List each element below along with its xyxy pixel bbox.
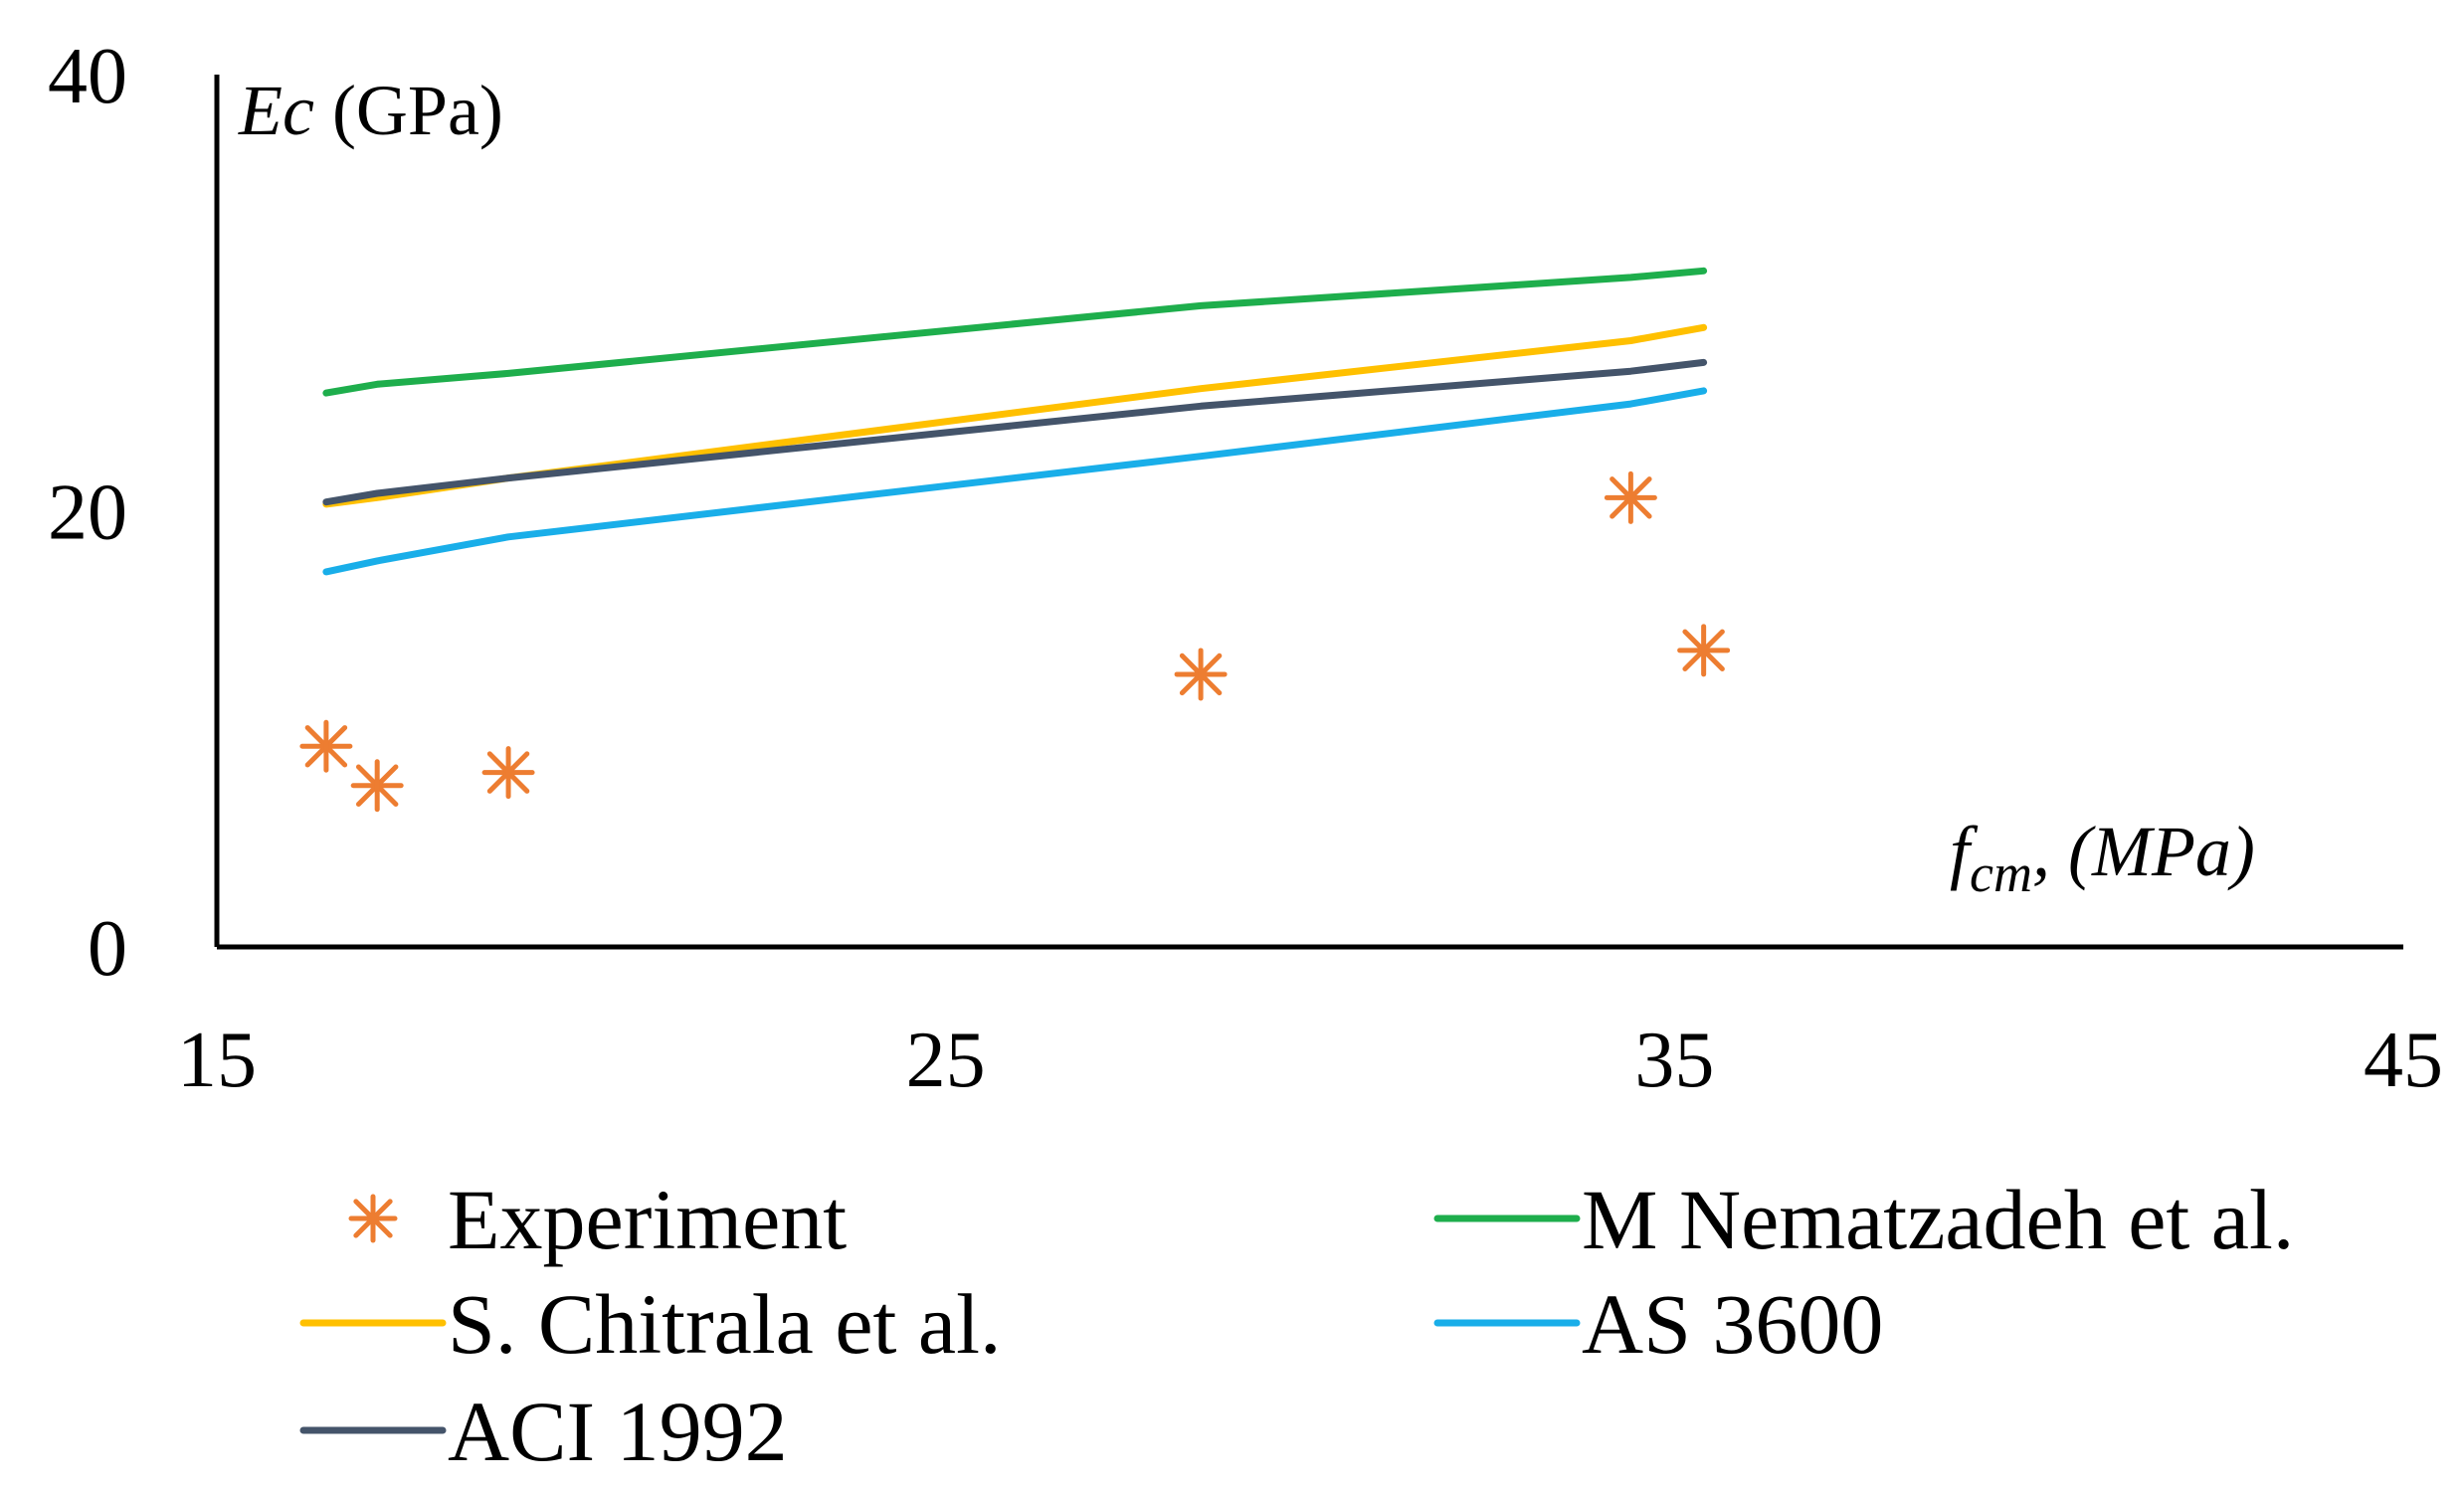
x-tick-label: 45 bbox=[2364, 1017, 2443, 1104]
y-axis-title-unit: (GPa) bbox=[314, 71, 503, 150]
series-layer bbox=[299, 267, 1731, 813]
legend-item-experiment: Experiment bbox=[348, 1172, 847, 1267]
series-line-s-chitrala-et-al bbox=[322, 323, 1708, 508]
data-point-experiment bbox=[1604, 470, 1657, 524]
series-line-m-nematzadeh-et-al bbox=[322, 267, 1708, 397]
legend-label-as-3600: AS 3600 bbox=[1582, 1276, 1883, 1372]
legend-marker-experiment bbox=[348, 1194, 398, 1243]
x-tick-label: 25 bbox=[906, 1017, 986, 1104]
x-tick-label: 15 bbox=[177, 1017, 257, 1104]
data-point-experiment bbox=[1174, 648, 1228, 701]
data-point-experiment bbox=[481, 746, 535, 800]
x-axis-title: fcm, (MPa) bbox=[1950, 812, 2255, 903]
legend-item-aci-1992: ACI 1992 bbox=[299, 1384, 788, 1479]
x-tick-label: 35 bbox=[1634, 1017, 1714, 1104]
y-axis-title: Ec (GPa) bbox=[238, 71, 503, 150]
legend-label-s-chitrala-et-al: S. Chitrala et al. bbox=[448, 1276, 1001, 1372]
x-axis-title-subscript: cm bbox=[1970, 843, 2032, 903]
x-axis-title-rest: , (MPa) bbox=[2032, 812, 2255, 891]
legend-label-aci-1992: ACI 1992 bbox=[448, 1384, 788, 1479]
data-point-experiment bbox=[299, 719, 353, 773]
data-point-experiment bbox=[350, 759, 404, 813]
legend-item-s-chitrala-et-al: S. Chitrala et al. bbox=[299, 1276, 1001, 1372]
tick-layer: 15 25 35 45 0 20 40 bbox=[48, 33, 2443, 1104]
series-line-as-3600 bbox=[322, 387, 1708, 576]
legend-item-m-nematzadeh-et-al: M Nematzadeh et al. bbox=[1433, 1172, 2294, 1267]
legend-label-experiment: Experiment bbox=[448, 1172, 847, 1267]
data-point-experiment bbox=[1677, 624, 1731, 677]
y-tick-label: 0 bbox=[88, 905, 127, 993]
series-line-aci-1992 bbox=[322, 358, 1708, 506]
legend-label-m-nematzadeh-et-al: M Nematzadeh et al. bbox=[1582, 1172, 2294, 1267]
y-tick-label: 40 bbox=[48, 33, 127, 120]
y-axis-title-symbol: Ec bbox=[238, 71, 314, 150]
y-tick-label: 20 bbox=[48, 469, 127, 557]
legend: Experiment M Nematzadeh et al. S. Chitrala… bbox=[299, 1172, 2294, 1479]
legend-item-as-3600: AS 3600 bbox=[1433, 1276, 1883, 1372]
